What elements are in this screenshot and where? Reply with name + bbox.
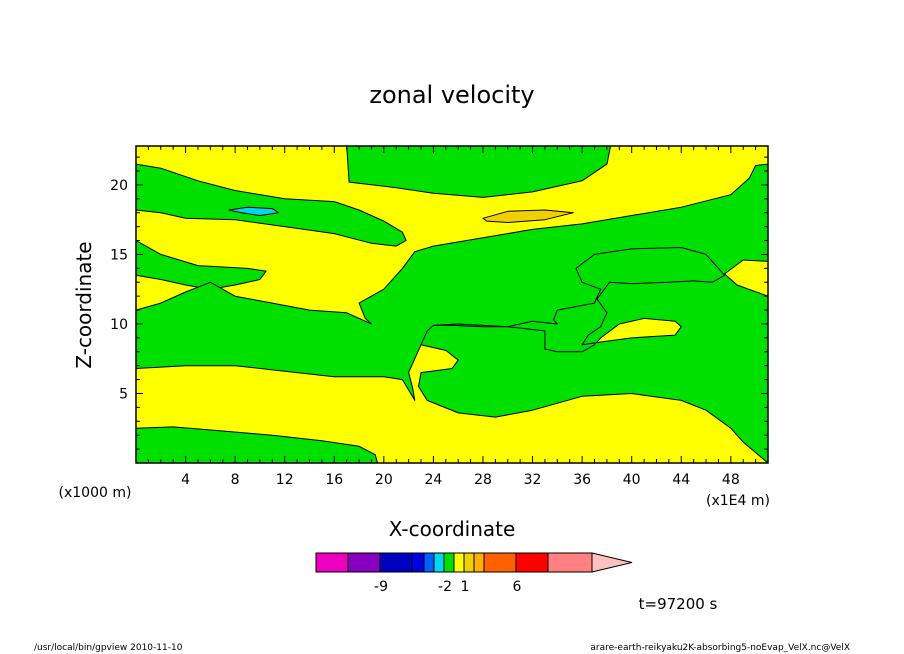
colorbar-swatch: [547, 552, 593, 573]
y-axis-label: Z-coordinate: [72, 241, 96, 368]
x-tick-label: 28: [474, 472, 492, 488]
plot-frame: [135, 145, 769, 464]
colorbar-swatch: [453, 552, 465, 573]
contour-region-5: [228, 206, 279, 216]
y-tick-label: 20: [110, 178, 128, 194]
colorbar-swatch: [423, 552, 435, 573]
x-tick-label: 48: [722, 472, 740, 488]
x-scale-label: (x1E4 m): [706, 493, 770, 509]
x-tick-label: 16: [325, 472, 343, 488]
x-tick-label: 36: [573, 472, 591, 488]
x-axis-label: X-coordinate: [389, 517, 516, 541]
y-tick-label: 5: [119, 386, 128, 402]
colorbar-label: 1: [461, 579, 470, 595]
colorbar-swatch: [315, 552, 349, 573]
contour-region-2: [135, 240, 267, 290]
x-tick-label: 8: [231, 472, 240, 488]
y-tick-label: 15: [110, 247, 128, 263]
contour-region-6: [482, 209, 574, 223]
colorbar-swatch: [515, 552, 549, 573]
colorbar-label: 6: [513, 579, 522, 595]
contour-region-1: [346, 145, 612, 198]
colorbar-swatch: [473, 552, 485, 573]
colorbar-swatch: [411, 552, 425, 573]
chart-title: zonal velocity: [369, 81, 534, 109]
colorbar-swatch: [433, 552, 445, 573]
x-tick-label: 40: [623, 472, 641, 488]
contour-region-0: [135, 163, 407, 247]
x-tick-label: 12: [276, 472, 294, 488]
colorbar: -9 -2 1 6: [315, 552, 633, 595]
colorbar-swatch: [379, 552, 413, 573]
colorbar-swatch: [463, 552, 475, 573]
contour-region-3: [135, 163, 769, 464]
footer-right: arare-earth-reikyaku2K-absorbing5-noEvap…: [590, 643, 850, 653]
colorbar-label: -9: [374, 579, 388, 595]
colorbar-swatch: [347, 552, 381, 573]
x-unit-label: (x1000 m): [59, 485, 132, 501]
x-tick-label: 44: [672, 472, 690, 488]
footer-left: /usr/local/bin/gpview 2010-11-10: [34, 643, 183, 653]
y-tick-label: 10: [110, 317, 128, 333]
x-tick-label: 4: [181, 472, 190, 488]
colorbar-extension-arrow: [591, 552, 633, 573]
colorbar-swatch: [443, 552, 455, 573]
x-tick-label: 32: [524, 472, 542, 488]
x-tick-label: 20: [375, 472, 393, 488]
time-label: t=97200 s: [639, 595, 718, 613]
colorbar-label: -2: [438, 579, 452, 595]
x-tick-label: 24: [424, 472, 442, 488]
colorbar-swatch: [483, 552, 517, 573]
